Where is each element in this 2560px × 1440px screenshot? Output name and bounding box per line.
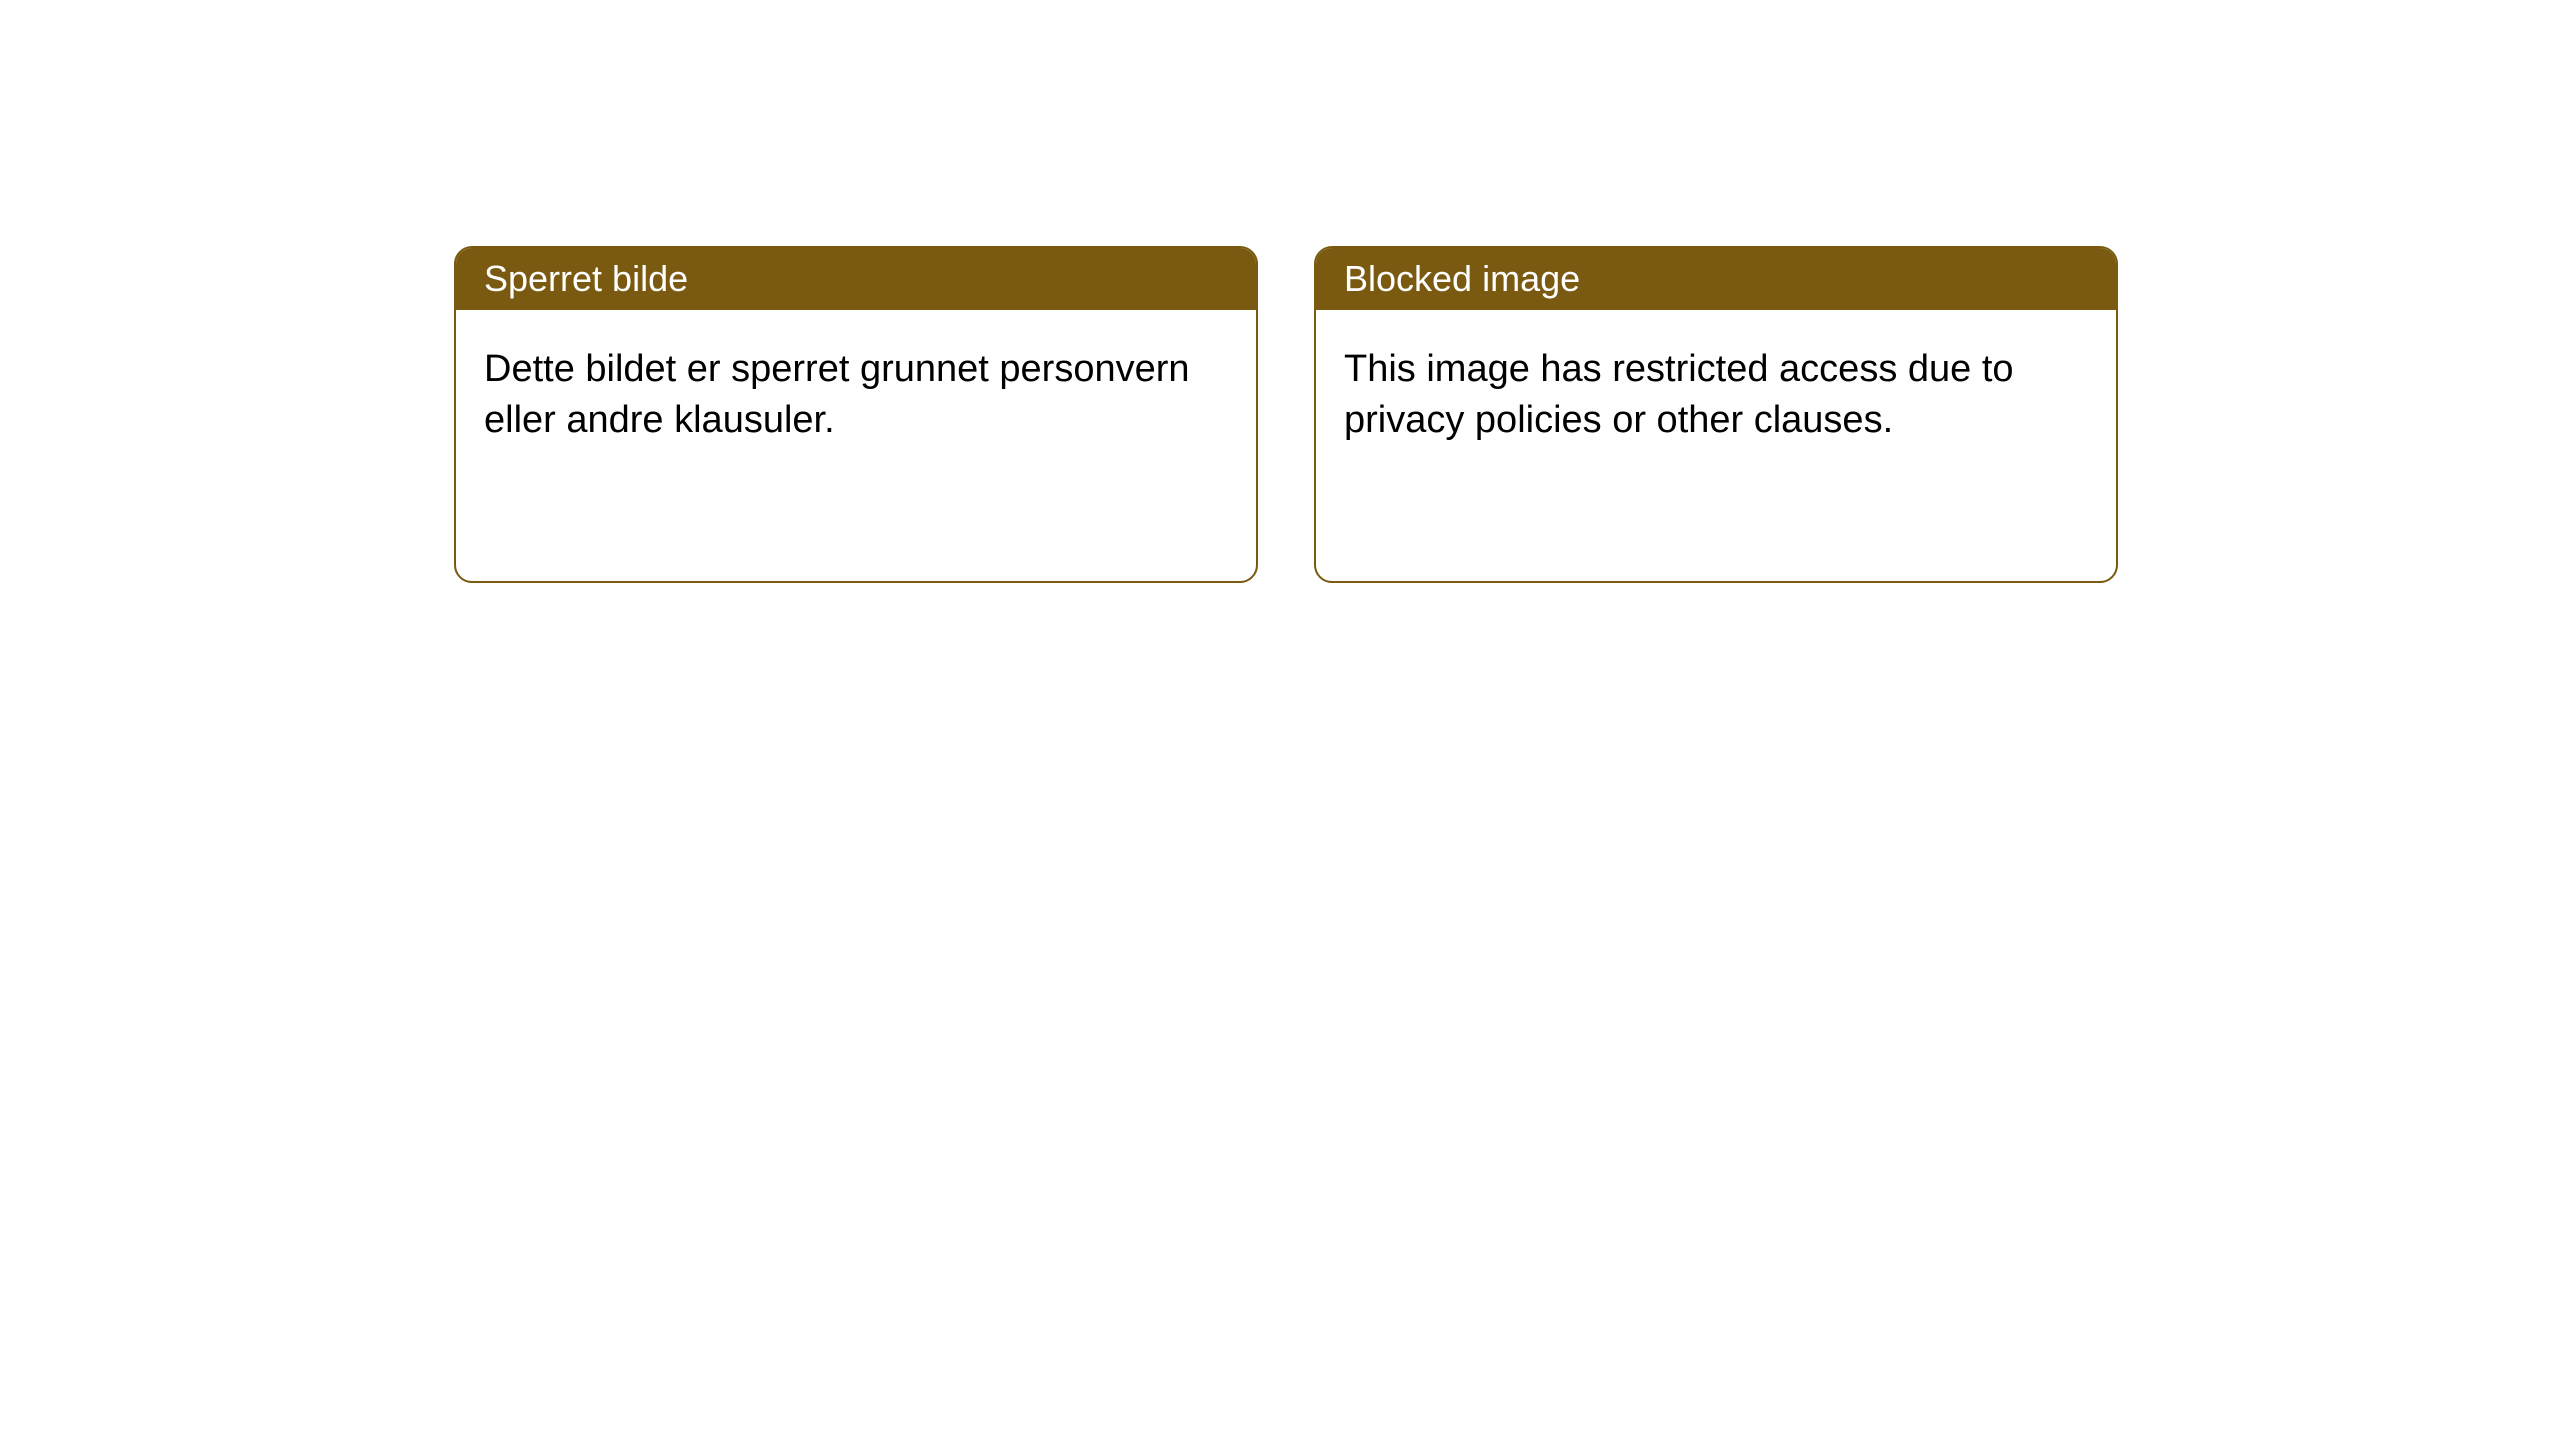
notice-card-body: Dette bildet er sperret grunnet personve… — [456, 310, 1256, 481]
notice-card-norwegian: Sperret bilde Dette bildet er sperret gr… — [454, 246, 1258, 583]
notice-cards-container: Sperret bilde Dette bildet er sperret gr… — [454, 246, 2118, 583]
notice-card-english: Blocked image This image has restricted … — [1314, 246, 2118, 583]
notice-card-message: Dette bildet er sperret grunnet personve… — [484, 348, 1190, 441]
notice-card-title: Blocked image — [1344, 258, 1580, 299]
notice-card-message: This image has restricted access due to … — [1344, 348, 2014, 441]
notice-card-title: Sperret bilde — [484, 258, 688, 299]
notice-card-body: This image has restricted access due to … — [1316, 310, 2116, 481]
notice-card-header: Sperret bilde — [456, 248, 1256, 310]
notice-card-header: Blocked image — [1316, 248, 2116, 310]
